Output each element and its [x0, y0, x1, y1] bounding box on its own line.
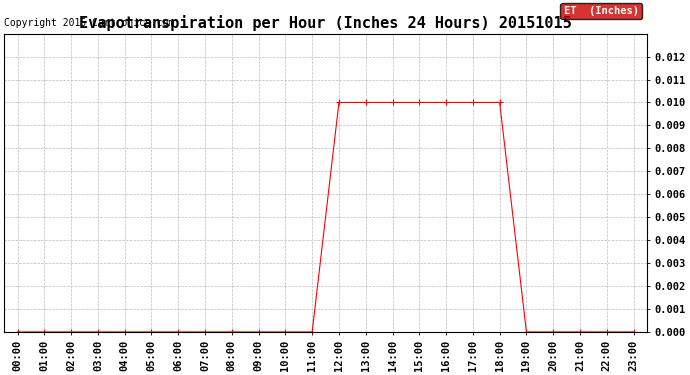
Legend: ET  (Inches): ET (Inches) [560, 3, 642, 19]
Title: Evapotranspiration per Hour (Inches 24 Hours) 20151015: Evapotranspiration per Hour (Inches 24 H… [79, 15, 572, 31]
Text: Copyright 2015 Cartronics.com: Copyright 2015 Cartronics.com [4, 18, 175, 28]
